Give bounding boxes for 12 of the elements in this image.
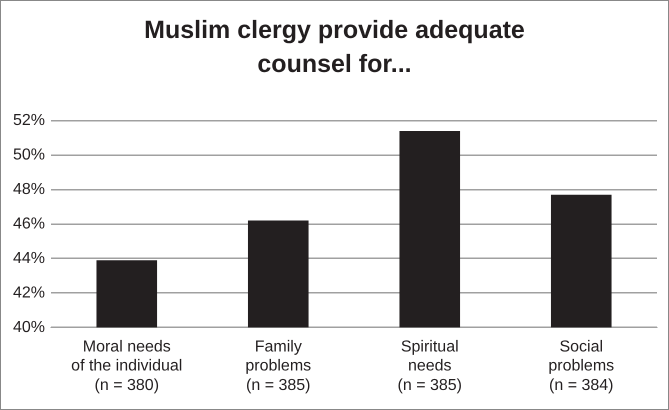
- x-tick-label: Moral needs of the individual (n = 380): [71, 338, 182, 394]
- y-tick-label: 48%: [12, 180, 46, 198]
- y-tick-label: 40%: [12, 318, 46, 336]
- chart-title: Muslim clergy provide adequate counsel for...: [143, 15, 526, 80]
- y-tick-label: 50%: [12, 146, 46, 164]
- x-tick-label: Social problems (n = 384): [548, 338, 614, 394]
- x-tick-label: Family problems (n = 385): [245, 338, 312, 394]
- y-tick-label: 52%: [12, 112, 46, 130]
- y-tick-label: 44%: [12, 250, 46, 267]
- y-tick-label: 46%: [12, 215, 46, 232]
- x-tick-label: Spiritual needs (n = 385): [398, 338, 462, 394]
- y-tick-label: 42%: [12, 284, 46, 302]
